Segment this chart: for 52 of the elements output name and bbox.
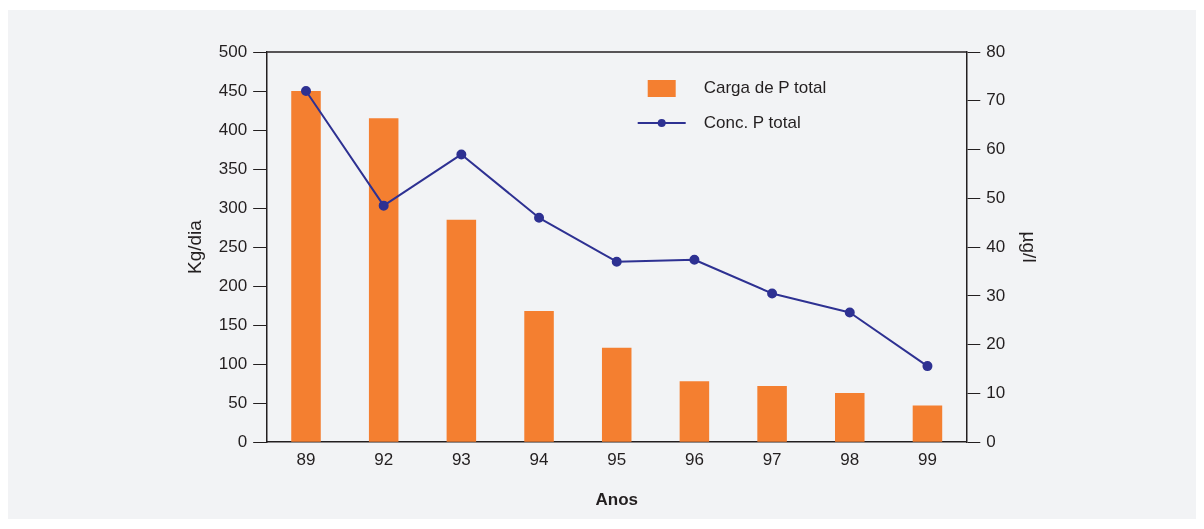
x-tick-label: 99 xyxy=(917,450,937,470)
y-tick-label: 100 xyxy=(218,353,248,373)
x-tick-label: 89 xyxy=(296,450,316,470)
y-tick-label: 150 xyxy=(218,314,248,334)
bar xyxy=(524,311,554,442)
point xyxy=(611,256,622,267)
y-tick-label: 450 xyxy=(218,80,248,100)
y2-tick-label: 30 xyxy=(986,285,1006,305)
point xyxy=(456,149,467,160)
x-tick-label: 96 xyxy=(684,450,704,470)
y-tick-label: 350 xyxy=(218,158,248,178)
point xyxy=(689,254,700,265)
bar xyxy=(835,393,865,442)
x-tick-label: 98 xyxy=(840,450,860,470)
point xyxy=(301,86,311,97)
y-tick-label: 300 xyxy=(218,197,248,217)
y2-tick-label: 40 xyxy=(986,236,1006,256)
y-tick-label: 200 xyxy=(218,275,248,295)
point xyxy=(922,361,933,372)
y-tick-label: 0 xyxy=(237,431,248,451)
y2-axis-title: µg/l xyxy=(1019,231,1041,263)
y-tick-label: 50 xyxy=(228,392,248,412)
y2-tick-label: 60 xyxy=(986,139,1006,159)
x-axis-title: Anos xyxy=(595,490,638,510)
bar xyxy=(679,381,710,442)
bar xyxy=(291,91,321,442)
y2-tick-label: 10 xyxy=(986,383,1006,403)
x-tick-label: 92 xyxy=(374,450,394,470)
y-axis-title: Kg/dia xyxy=(183,219,205,275)
y2-tick-label: 0 xyxy=(986,431,996,451)
point xyxy=(378,200,389,211)
y2-tick-label: 70 xyxy=(986,90,1006,110)
bar xyxy=(912,405,943,442)
point xyxy=(767,288,778,299)
y2-tick-label: 80 xyxy=(986,41,1006,61)
bar xyxy=(446,219,477,442)
legend-label: Carga de P total xyxy=(703,77,827,97)
x-tick-label: 94 xyxy=(529,450,549,470)
x-tick-label: 95 xyxy=(607,450,627,470)
y2-tick-label: 20 xyxy=(986,334,1006,354)
legend-label: Conc. P total xyxy=(703,112,801,132)
y-tick-label: 500 xyxy=(218,41,248,61)
bar xyxy=(601,347,632,442)
x-tick-label: 97 xyxy=(762,450,782,470)
x-tick-label: 93 xyxy=(451,450,471,470)
bar xyxy=(757,386,787,442)
y-tick-label: 250 xyxy=(218,236,248,256)
y-tick-label: 400 xyxy=(218,119,248,139)
y2-tick-label: 50 xyxy=(986,188,1006,208)
point xyxy=(844,307,855,318)
point xyxy=(534,212,545,223)
bar xyxy=(368,118,399,442)
